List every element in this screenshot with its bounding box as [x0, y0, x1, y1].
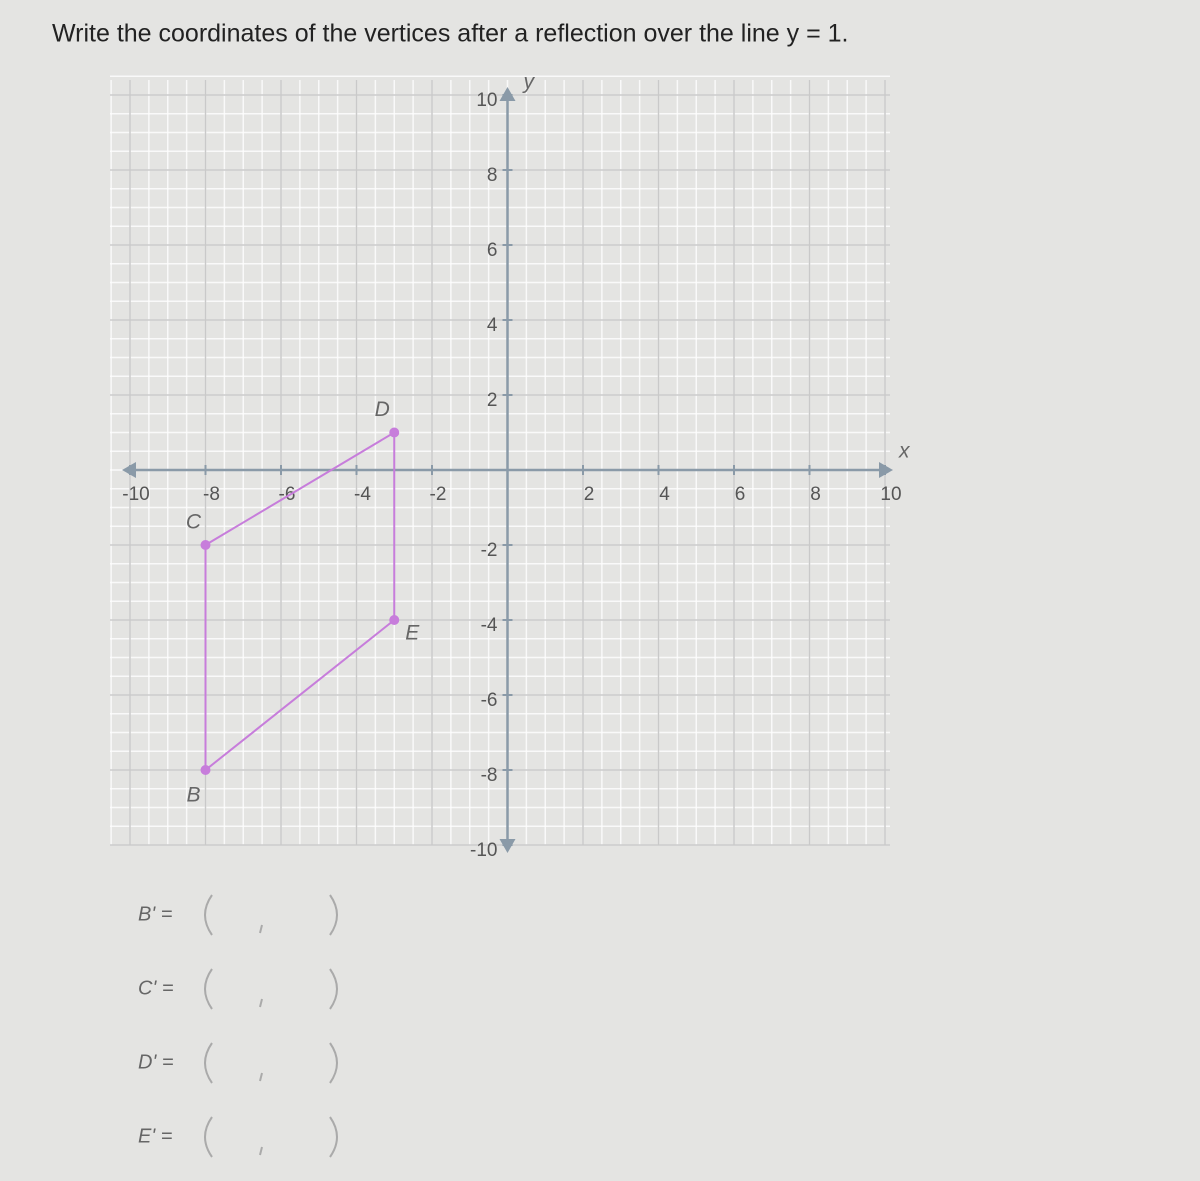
- vertex: [389, 615, 400, 625]
- x-tick-label: -8: [203, 484, 220, 505]
- open-paren: [204, 1116, 213, 1158]
- vertex-label: D: [375, 398, 390, 421]
- open-paren: [204, 968, 213, 1010]
- answer-label: B' =: [138, 903, 172, 925]
- vertex-label: B: [186, 784, 200, 807]
- comma: [259, 1146, 263, 1156]
- y-tick-label: -4: [481, 615, 498, 636]
- y-tick-label: 4: [487, 315, 498, 336]
- answer-label: D' =: [138, 1051, 174, 1073]
- open-paren: [204, 894, 213, 936]
- comma: [259, 924, 263, 934]
- coordinate-plane: x y -10 -8 -6 -4 -2 2 4 6 8 10 -10 -8 -6 -4 -2 2 4 6 8 10 B C D E: [110, 71, 911, 861]
- x-tick-label: 4: [659, 484, 670, 505]
- y-tick-label: -8: [481, 765, 498, 786]
- comma: [259, 998, 263, 1008]
- x-tick-label: -10: [122, 484, 149, 505]
- answer-label: C' =: [138, 977, 174, 999]
- close-paren: [329, 894, 338, 936]
- y-tick-label: 2: [487, 390, 498, 411]
- y-tick-label: 8: [487, 165, 498, 186]
- x-tick-label: 2: [584, 484, 595, 505]
- x-tick-label: -2: [430, 484, 447, 505]
- close-paren: [329, 1042, 338, 1084]
- close-paren: [329, 1116, 338, 1158]
- x-tick-label: 10: [880, 484, 901, 505]
- y-tick-label: 10: [476, 90, 497, 111]
- comma: [259, 1072, 263, 1082]
- y-tick-label: -6: [481, 690, 498, 711]
- answer-label: E' =: [138, 1125, 172, 1147]
- vertex: [389, 427, 400, 438]
- question: Write the coordinates of the vertices af…: [52, 20, 848, 48]
- y-tick-label: -10: [470, 840, 497, 861]
- y-tick-label: 6: [487, 240, 498, 261]
- vertex: [200, 540, 211, 550]
- x-tick-label: 6: [735, 484, 746, 505]
- x-tick-label: -4: [354, 484, 371, 505]
- x-axis-label: x: [898, 440, 911, 463]
- x-tick-label: -6: [279, 484, 296, 505]
- close-paren: [329, 968, 338, 1010]
- y-tick-label: -2: [481, 540, 498, 561]
- open-paren: [204, 1042, 213, 1084]
- y-axis-label: y: [522, 71, 536, 94]
- vertex-label: C: [186, 511, 202, 534]
- answer-area: B' = C' = D' = E' =: [138, 894, 338, 1158]
- vertex: [200, 765, 211, 775]
- x-tick-label: 8: [810, 484, 821, 505]
- vertex-label: E: [405, 622, 420, 645]
